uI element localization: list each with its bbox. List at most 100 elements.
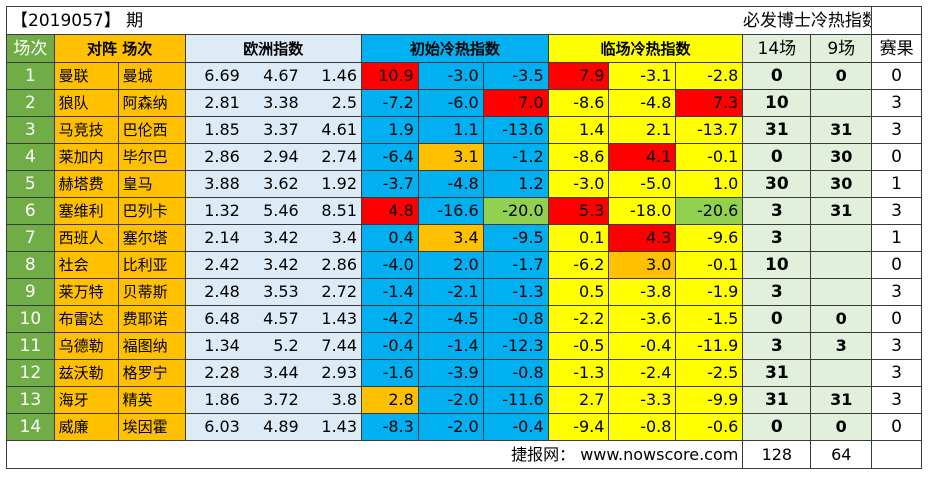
count-14-cell: 10	[742, 89, 812, 117]
count-14-cell: 3	[742, 332, 812, 360]
live-index-cell: -6.2	[547, 251, 610, 279]
match-index: 5	[6, 170, 55, 198]
euro-odds-cell: 7.44	[302, 332, 363, 360]
euro-odds-cell: 2.86	[184, 143, 244, 171]
live-index-cell: -3.8	[608, 278, 677, 306]
init-index-cell: -13.6	[482, 116, 549, 144]
total-9: 64	[810, 440, 873, 469]
table-row: 11 乌德勒 福图纳 1.34 5.2 7.44 -0.4 -1.4 -12.3 -0.5 -0.4…	[6, 332, 922, 360]
match-index: 3	[6, 116, 55, 144]
init-index-cell: -1.4	[417, 332, 484, 360]
col-header-live: 临场冷热指数	[547, 34, 744, 63]
away-team: 毕尔巴	[117, 143, 186, 171]
init-index-cell: 7.0	[482, 89, 549, 117]
col-header-9: 9场	[810, 34, 873, 63]
euro-odds-cell: 5.46	[243, 197, 303, 225]
live-index-cell: -20.6	[675, 197, 744, 225]
live-index-cell: -0.1	[675, 251, 744, 279]
euro-odds-cell: 1.92	[302, 170, 363, 198]
col-header-result: 赛果	[871, 34, 922, 63]
home-team: 曼联	[53, 62, 119, 90]
home-team: 威廉	[53, 413, 119, 441]
result-cell: 3	[871, 89, 922, 117]
live-index-cell: 1.0	[675, 170, 744, 198]
euro-odds-cell: 2.48	[184, 278, 244, 306]
table-row: 6 塞维利 巴列卡 1.32 5.46 8.51 4.8 -16.6 -20.0 5.3 -18.0…	[6, 197, 922, 225]
live-index-cell: -3.6	[608, 305, 677, 333]
period-label: 【2019057】 期	[6, 6, 186, 35]
init-index-cell: -1.2	[482, 143, 549, 171]
euro-odds-cell: 2.5	[302, 89, 363, 117]
euro-odds-cell: 3.42	[243, 224, 303, 252]
live-index-cell: 1.4	[547, 116, 610, 144]
match-index: 13	[6, 386, 55, 414]
euro-odds-cell: 2.28	[184, 359, 244, 387]
live-index-cell: -1.3	[547, 359, 610, 387]
home-team: 乌德勒	[53, 332, 119, 360]
count-9-cell	[810, 359, 873, 387]
live-index-cell: -2.8	[675, 62, 744, 90]
count-9-cell	[810, 278, 873, 306]
init-index-cell: -6.0	[417, 89, 484, 117]
match-index: 10	[6, 305, 55, 333]
live-index-cell: -11.9	[675, 332, 744, 360]
euro-odds-cell: 3.62	[243, 170, 303, 198]
match-index: 14	[6, 413, 55, 441]
result-cell: 0	[871, 143, 922, 171]
count-14-cell: 31	[742, 116, 812, 144]
count-9-cell: 30	[810, 143, 873, 171]
init-index-cell: -2.0	[417, 413, 484, 441]
result-cell: 3	[871, 332, 922, 360]
euro-odds-cell: 6.69	[184, 62, 244, 90]
away-team: 巴伦西	[117, 116, 186, 144]
init-index-cell: 3.4	[417, 224, 484, 252]
init-index-cell: -0.4	[482, 413, 549, 441]
count-9-cell: 31	[810, 386, 873, 414]
table-row: 1 曼联 曼城 6.69 4.67 1.46 10.9 -3.0 -3.5 7.9 -3.1 -2.8…	[6, 62, 922, 90]
live-index-cell: -0.6	[675, 413, 744, 441]
euro-odds-cell: 1.86	[184, 386, 244, 414]
euro-odds-cell: 4.89	[243, 413, 303, 441]
init-index-cell: -6.4	[361, 143, 419, 171]
live-index-cell: -0.4	[608, 332, 677, 360]
away-team: 阿森纳	[117, 89, 186, 117]
live-index-cell: 4.3	[608, 224, 677, 252]
away-team: 格罗宁	[117, 359, 186, 387]
result-cell: 1	[871, 224, 922, 252]
euro-odds-cell: 3.72	[243, 386, 303, 414]
table-row: 3 马竞技 巴伦西 1.85 3.37 4.61 1.9 1.1 -13.6 1.4 2.1 -13.…	[6, 116, 922, 144]
count-14-cell: 0	[742, 413, 812, 441]
count-14-cell: 0	[742, 143, 812, 171]
match-index: 8	[6, 251, 55, 279]
euro-odds-cell: 3.88	[184, 170, 244, 198]
match-index: 1	[6, 62, 55, 90]
euro-odds-cell: 2.72	[302, 278, 363, 306]
home-team: 布雷达	[53, 305, 119, 333]
live-index-cell: -0.8	[608, 413, 677, 441]
init-index-cell: -9.5	[482, 224, 549, 252]
live-index-cell: -8.6	[547, 89, 610, 117]
euro-odds-cell: 1.32	[184, 197, 244, 225]
away-team: 精英	[117, 386, 186, 414]
init-index-cell: -3.9	[417, 359, 484, 387]
live-index-cell: -18.0	[608, 197, 677, 225]
home-team: 赫塔费	[53, 170, 119, 198]
result-cell: 3	[871, 386, 922, 414]
live-index-cell: -2.2	[547, 305, 610, 333]
result-cell: 3	[871, 359, 922, 387]
init-index-cell: 2.8	[361, 386, 419, 414]
match-index: 7	[6, 224, 55, 252]
match-index: 2	[6, 89, 55, 117]
title-corner	[871, 6, 922, 35]
away-team: 塞尔塔	[117, 224, 186, 252]
euro-odds-cell: 2.74	[302, 143, 363, 171]
euro-odds-cell: 3.44	[243, 359, 303, 387]
euro-odds-cell: 3.4	[302, 224, 363, 252]
away-team: 福图纳	[117, 332, 186, 360]
euro-odds-cell: 1.43	[302, 413, 363, 441]
live-index-cell: 5.3	[547, 197, 610, 225]
footer-row: 捷报网： www.nowscore.com 128 64	[5, 440, 922, 469]
col-header-14: 14场	[742, 34, 812, 63]
count-9-cell: 31	[810, 116, 873, 144]
init-index-cell: -11.6	[482, 386, 549, 414]
